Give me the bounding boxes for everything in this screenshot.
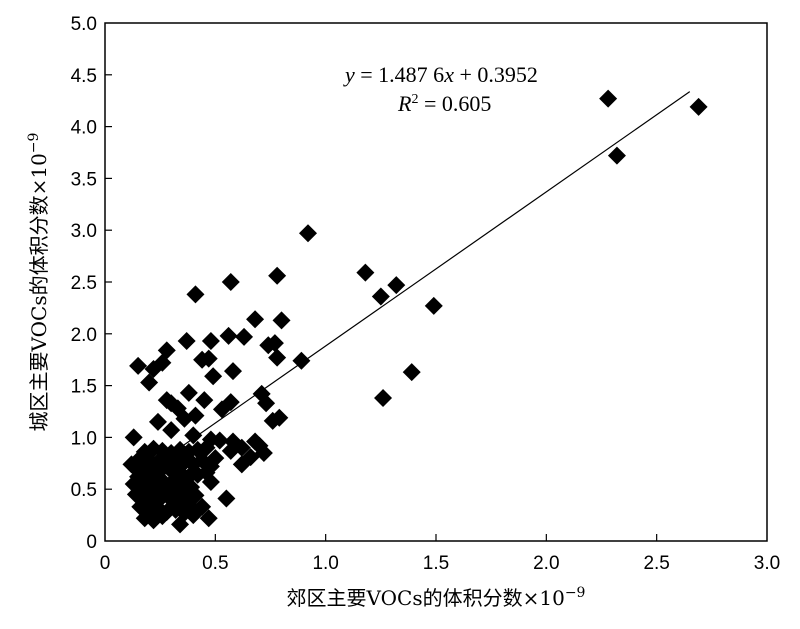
data-point [221,273,240,291]
y-axis-title: 城区主要VOCs的体积分数×10−9 [26,133,51,432]
data-point [254,443,273,462]
y-tick-label: 2.0 [71,325,97,346]
data-point [153,353,172,372]
data-point [223,362,242,381]
data-point [148,498,167,517]
data-point [402,363,421,382]
x-tick-label: 2.5 [643,553,669,574]
data-point [268,348,287,367]
data-point [265,334,284,353]
data-point [257,394,276,413]
data-point [299,224,318,243]
data-point [371,287,390,306]
data-point [186,285,205,304]
data-point [124,428,143,447]
x-tick-label: 1.5 [423,553,449,574]
y-tick-label: 5.0 [71,14,97,35]
y-tick-label: 2.5 [71,273,97,294]
y-tick-label: 3.0 [71,221,97,242]
data-point [193,350,212,369]
data-point [599,89,618,108]
y-tick-label: 0 [86,532,97,553]
data-point [268,266,287,285]
data-point [171,515,190,534]
x-tick-label: 2.0 [533,553,559,574]
data-point [153,507,172,526]
data-point [162,421,181,440]
data-point [246,310,265,329]
equation-annotation: y = 1.487 6x + 0.3952 [343,62,538,87]
data-point [201,332,220,351]
data-point [689,97,708,116]
data-point [204,367,223,386]
data-point [195,391,214,410]
data-point [177,332,196,351]
y-tick-label: 1.5 [71,377,97,398]
data-point [129,356,148,375]
x-tick-label: 3.0 [754,553,780,574]
y-tick-label: 0.5 [71,480,97,501]
y-tick-label: 4.5 [71,66,97,87]
data-point [424,296,443,315]
data-point [184,506,203,525]
data-point [219,326,238,345]
data-point [206,449,225,468]
data-point [210,431,229,450]
y-axis-ticks: 0 0.5 1.0 1.5 2.0 2.5 3.0 3.5 4.0 4.5 5.0 [71,14,112,553]
data-point [179,383,198,402]
data-point [356,263,375,282]
data-point [292,351,311,370]
data-point [607,146,626,165]
data-point [148,412,167,431]
data-point [272,311,291,330]
data-point [199,509,218,528]
data-point [270,408,289,427]
y-tick-label: 4.0 [71,118,97,139]
regression-line [170,91,691,455]
data-point [387,276,406,295]
data-point [217,489,236,508]
x-tick-label: 0 [100,553,111,574]
data-point [184,426,203,445]
data-point [140,373,159,392]
data-points [122,89,708,534]
data-point [232,455,251,474]
x-tick-label: 1.0 [312,553,338,574]
x-tick-label: 0.5 [202,553,228,574]
data-point [212,400,231,419]
x-axis-title: 郊区主要VOCs的体积分数×10−9 [287,585,586,610]
data-point [201,472,220,491]
x-axis-ticks: 0 0.5 1.0 1.5 2.0 2.5 3.0 [100,534,780,574]
data-point [175,409,194,428]
data-point [221,441,240,460]
y-tick-label: 3.5 [71,169,97,190]
data-point [235,327,254,346]
r-squared-annotation: R2 = 0.605 [397,91,491,116]
y-tick-label: 1.0 [71,428,97,449]
data-point [374,389,393,408]
